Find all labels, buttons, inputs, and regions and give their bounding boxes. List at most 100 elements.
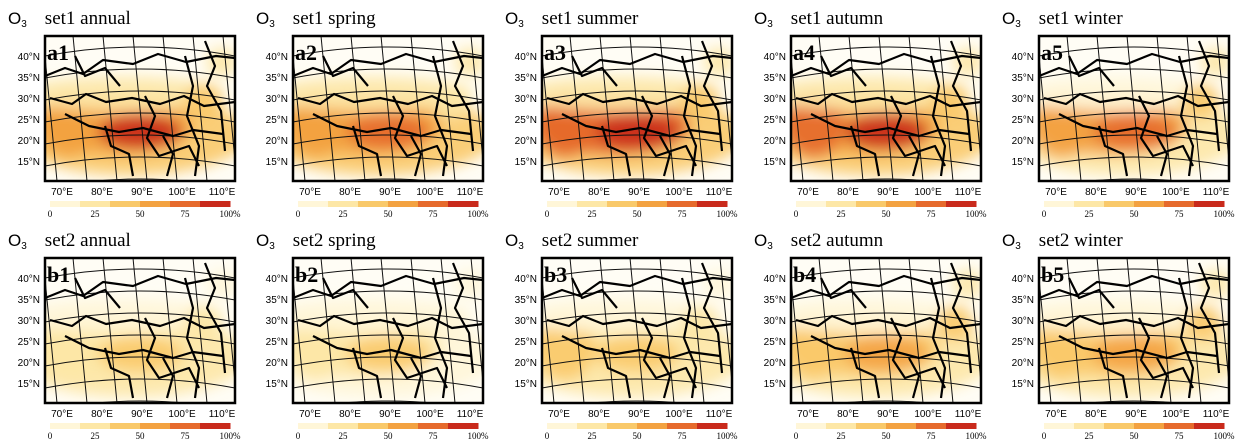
border-line (1039, 274, 1229, 300)
latitude-line (587, 400, 687, 403)
latitude-line (1039, 378, 1229, 389)
border-line (49, 314, 235, 330)
field-blob (431, 83, 470, 119)
lat-tick-label: 25°N (764, 337, 786, 348)
colorbar-label: 0 (1042, 431, 1047, 441)
panel-season-label: set1 autumn (790, 8, 884, 29)
colorbar-label: 100% (220, 431, 242, 441)
longitude-line (659, 258, 675, 403)
colorbar-label: 75 (678, 431, 688, 441)
species-label: O3 (8, 9, 27, 30)
species-subscript: 3 (21, 19, 27, 30)
colorbar-label: 25 (1085, 431, 1095, 441)
colorbar-swatch (200, 423, 231, 429)
lon-tick-label: 70°E (797, 409, 819, 420)
lat-tick-label: 25°N (764, 115, 786, 126)
border-line (297, 314, 483, 330)
map-svg: a4 40°N 35°N 30°N 25°N 20°N 15°N 70°E 80°E 90°E 10… (764, 34, 987, 219)
graticule (293, 36, 483, 181)
species-subscript: 3 (767, 19, 773, 30)
colorbar-label: 25 (339, 209, 349, 219)
lat-tick-label: 25°N (266, 115, 288, 126)
panel-season-label: set2 winter (1038, 230, 1123, 251)
map-frame (540, 256, 734, 405)
lat-tick-label: 35°N (515, 295, 537, 306)
species-subscript: 3 (518, 19, 524, 30)
latitude-line (1039, 290, 1229, 301)
lon-tick-label: 110°E (955, 409, 982, 420)
colorbar-label: 25 (339, 431, 349, 441)
map-area (1039, 36, 1229, 181)
lon-tick-label: 80°E (837, 187, 859, 198)
panel-season-label: set2 autumn (790, 230, 884, 251)
lon-tick-label: 70°E (51, 409, 73, 420)
border-line (641, 317, 697, 389)
species-label: O3 (8, 231, 27, 252)
border-line (700, 262, 724, 374)
map-frame (43, 34, 237, 183)
border-line (392, 95, 448, 167)
lat-tick-label: 30°N (1012, 316, 1034, 327)
colorbar-label: 0 (1042, 209, 1047, 219)
lat-tick-label: 40°N (515, 52, 537, 63)
field-blob (844, 336, 928, 372)
latitude-line (45, 378, 235, 389)
map-svg: b1 40°N 35°N 30°N 25°N 20°N 15°N 70°E 80°E 90°E 10… (18, 256, 241, 441)
lon-tick-label: 90°E (1125, 409, 1147, 420)
latitude-line (293, 268, 483, 279)
country-borders (293, 40, 483, 177)
latitude-line (293, 378, 483, 389)
latitude-line (1039, 268, 1229, 279)
colorbar-label: 0 (296, 431, 301, 441)
lat-tick-label: 40°N (515, 274, 537, 285)
panel-id-label: a5 (1041, 40, 1063, 65)
latitude-line (1039, 312, 1229, 323)
panel-season-label: set1 annual (44, 8, 131, 29)
species-subscript: 3 (518, 241, 524, 252)
colorbar-label: 100% (717, 209, 739, 219)
map-svg: b2 40°N 35°N 30°N 25°N 20°N 15°N 70°E 80°E 90°E 10… (266, 256, 489, 441)
field-blob (293, 298, 474, 334)
colorbar-swatch (796, 201, 827, 207)
colorbar-label: 25 (1085, 209, 1095, 219)
border-line (103, 347, 175, 399)
lon-tick-label: 110°E (706, 409, 733, 420)
species-label: O3 (754, 231, 773, 252)
latitude-line (293, 156, 483, 167)
map-frame (291, 256, 485, 405)
species-subscript: 3 (1015, 19, 1021, 30)
border-line (451, 40, 475, 152)
map-frame (789, 256, 983, 405)
map-area (791, 258, 981, 403)
lat-tick-label: 30°N (764, 94, 786, 105)
border-line (1197, 40, 1221, 152)
colorbar: 0 25 50 75 100% (1042, 423, 1235, 441)
field-blob (791, 298, 972, 334)
lat-tick-label: 40°N (18, 52, 40, 63)
latitude-line (587, 178, 687, 181)
latitude-line (90, 400, 190, 403)
border-line (571, 277, 618, 309)
species-label: O3 (256, 9, 275, 30)
border-line (600, 347, 672, 399)
latitude-line (293, 68, 483, 79)
latitude-line (338, 400, 438, 403)
field-blob (346, 336, 430, 372)
panel-title: O3 set1 spring (256, 8, 376, 36)
lon-tick-label: 70°E (548, 409, 570, 420)
latitude-line (542, 68, 732, 79)
lon-tick-label: 100°E (665, 409, 693, 420)
lon-tick-label: 80°E (1085, 187, 1107, 198)
lat-tick-label: 40°N (266, 274, 288, 285)
border-line (949, 262, 973, 374)
colorbar-swatch (418, 423, 449, 429)
field-blob (791, 76, 972, 112)
latitude-line (338, 178, 438, 181)
latitude-line (293, 90, 483, 101)
colorbar-swatch (1104, 201, 1135, 207)
colorbar-swatch (110, 201, 141, 207)
longitude-line (410, 36, 426, 181)
field-blob (346, 114, 430, 150)
lat-tick-label: 35°N (266, 73, 288, 84)
latitude-line (1039, 356, 1229, 367)
